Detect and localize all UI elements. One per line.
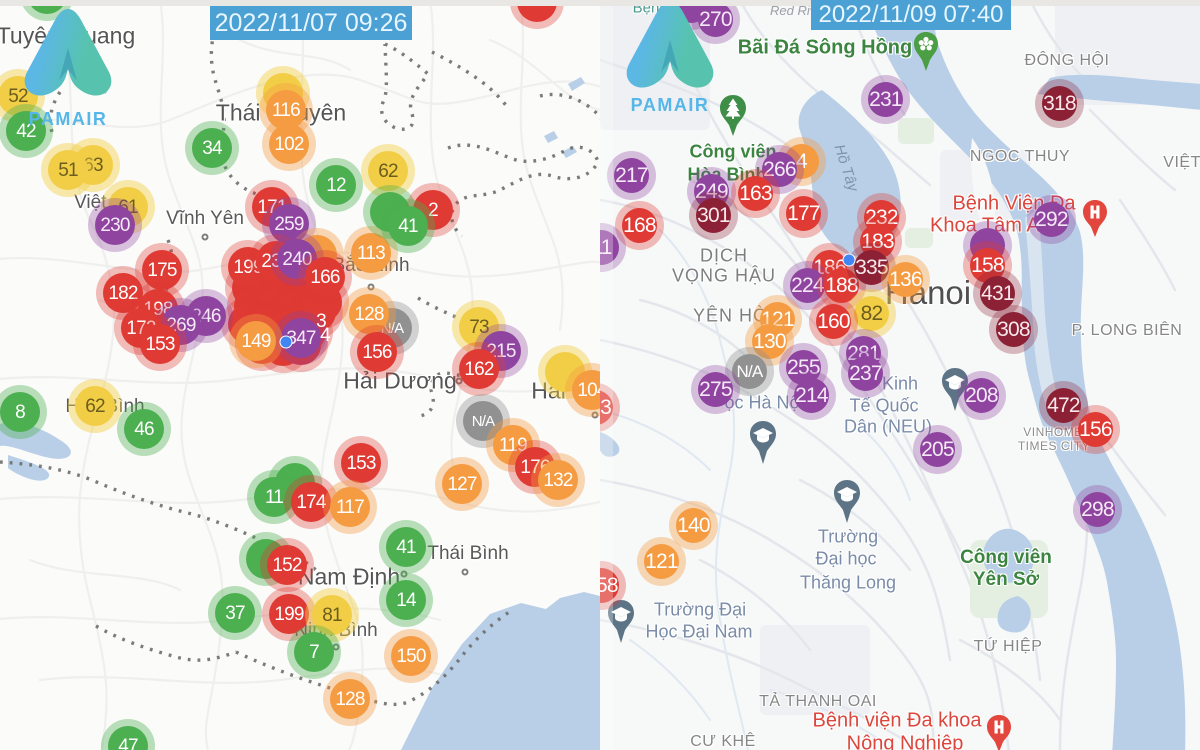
svg-text:PAMAIR: PAMAIR [29,109,108,129]
svg-text:PAMAIR: PAMAIR [631,95,710,115]
